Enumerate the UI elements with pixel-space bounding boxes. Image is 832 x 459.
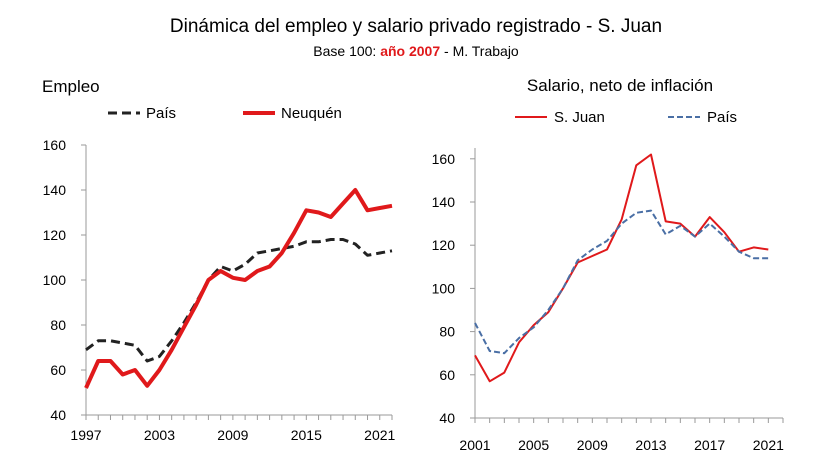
- y-tick-label: 40: [50, 407, 66, 423]
- x-tick-label: 2017: [694, 437, 725, 453]
- x-tick-label: 2005: [518, 437, 549, 453]
- subtitle-highlight: año 2007: [380, 43, 441, 59]
- x-tick-label: 2001: [459, 437, 490, 453]
- y-tick-label: 160: [43, 137, 67, 153]
- chart-title: Empleo: [42, 77, 100, 96]
- x-tick-label: 2013: [635, 437, 666, 453]
- y-tick-label: 140: [43, 182, 67, 198]
- legend-label-1: S. Juan: [554, 109, 605, 126]
- y-tick-label: 60: [439, 367, 455, 383]
- y-tick-label: 100: [43, 272, 67, 288]
- y-tick-label: 80: [439, 324, 455, 340]
- subtitle: Base 100: año 2007 - M. Trabajo: [0, 43, 832, 59]
- y-tick-label: 120: [432, 237, 456, 253]
- subtitle-prefix: Base 100:: [313, 43, 381, 59]
- y-tick-label: 40: [439, 410, 455, 426]
- chart-2: Salario, neto de inflación 40 60 80 100 120 14…: [432, 76, 784, 453]
- series-line-2: [84, 188, 393, 389]
- legend-label-1: País: [146, 105, 176, 122]
- x-tick-label: 2009: [577, 437, 608, 453]
- x-tick-label: 2021: [753, 437, 784, 453]
- x-tick-label: 2015: [291, 427, 322, 443]
- y-tick-label: 120: [43, 227, 67, 243]
- series-line-1: [85, 238, 393, 363]
- chart-1: Empleo 40 60 80 100 120 140 160 1997 2003 2009 2015…: [42, 77, 396, 443]
- y-tick-label: 80: [50, 317, 66, 333]
- series-line-1: [474, 153, 769, 383]
- x-tick-label: 2021: [364, 427, 395, 443]
- y-tick-label: 140: [432, 194, 456, 210]
- x-tick-label: 2009: [217, 427, 248, 443]
- y-tick-label: 60: [50, 362, 66, 378]
- y-tick-label: 160: [432, 151, 456, 167]
- x-tick-label: 2003: [144, 427, 175, 443]
- subtitle-suffix: - M. Trabajo: [440, 43, 519, 59]
- main-title: Dinámica del empleo y salario privado re…: [169, 16, 663, 37]
- legend-label-2: Neuquén: [281, 105, 342, 122]
- x-tick-label: 1997: [70, 427, 101, 443]
- series-line-2: [474, 209, 769, 355]
- chart-title: Salario, neto de inflación: [527, 76, 713, 95]
- y-tick-label: 100: [432, 280, 456, 296]
- legend-label-2: País: [707, 109, 737, 126]
